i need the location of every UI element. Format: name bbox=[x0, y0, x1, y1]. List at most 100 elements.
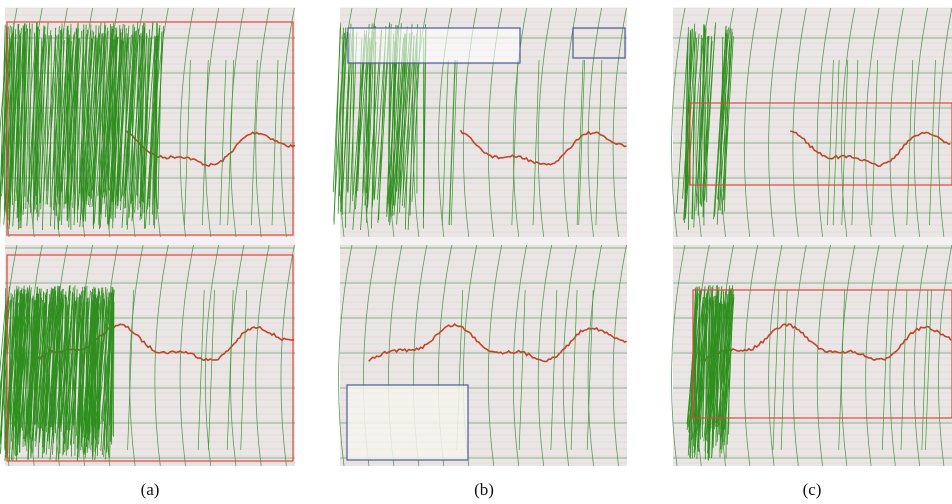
time-line bbox=[338, 244, 353, 467]
spike bbox=[99, 28, 113, 201]
spike bbox=[34, 22, 38, 210]
spike bbox=[700, 304, 703, 440]
spike bbox=[700, 24, 705, 206]
spike bbox=[51, 288, 64, 425]
spike bbox=[36, 22, 49, 214]
spike bbox=[127, 289, 134, 451]
spike bbox=[570, 289, 578, 451]
trace bbox=[700, 323, 952, 362]
time-line bbox=[612, 7, 627, 238]
spike bbox=[3, 34, 17, 225]
time-line bbox=[938, 7, 952, 238]
spike bbox=[518, 289, 526, 451]
spike bbox=[140, 23, 146, 210]
spike bbox=[100, 293, 110, 451]
spike bbox=[91, 294, 94, 438]
spike bbox=[720, 36, 724, 211]
spike bbox=[717, 302, 729, 435]
spike bbox=[723, 294, 735, 422]
spike bbox=[449, 59, 456, 226]
time-line bbox=[889, 7, 904, 238]
spike bbox=[713, 25, 727, 220]
spike bbox=[59, 41, 72, 192]
bounding-box bbox=[689, 102, 952, 186]
spike bbox=[66, 36, 77, 220]
spike bbox=[595, 59, 603, 226]
spike bbox=[45, 34, 59, 205]
spike bbox=[22, 295, 34, 431]
spike bbox=[93, 27, 108, 224]
spike bbox=[184, 59, 191, 226]
spike bbox=[95, 288, 108, 441]
spike bbox=[201, 59, 209, 226]
spike bbox=[586, 289, 594, 451]
time-line bbox=[129, 244, 144, 467]
time-line bbox=[255, 244, 270, 467]
time-line bbox=[204, 244, 220, 467]
spike bbox=[82, 24, 92, 221]
paper-gap bbox=[340, 237, 627, 245]
time-line bbox=[840, 7, 856, 238]
time-line bbox=[255, 7, 270, 238]
spike bbox=[707, 301, 715, 430]
spike bbox=[723, 27, 731, 212]
spike bbox=[197, 289, 205, 451]
time-line bbox=[865, 244, 880, 467]
spike bbox=[69, 293, 81, 431]
spike bbox=[929, 59, 936, 226]
spike bbox=[157, 31, 163, 210]
spike bbox=[83, 292, 93, 454]
spike bbox=[68, 22, 79, 228]
spike bbox=[707, 296, 715, 461]
spike bbox=[250, 59, 258, 226]
spike bbox=[715, 303, 725, 424]
spike bbox=[141, 36, 152, 197]
spike bbox=[108, 28, 122, 230]
spike bbox=[701, 286, 706, 438]
spike bbox=[780, 289, 788, 451]
spike bbox=[78, 303, 84, 458]
caption: (a) bbox=[141, 480, 160, 499]
time-line bbox=[512, 244, 528, 467]
spike bbox=[3, 32, 6, 211]
spike bbox=[827, 59, 834, 226]
spike bbox=[18, 297, 22, 434]
spike bbox=[20, 24, 28, 229]
spike bbox=[337, 33, 344, 214]
spike bbox=[0, 286, 10, 445]
trace bbox=[368, 323, 628, 363]
spike bbox=[711, 298, 717, 459]
spike bbox=[73, 27, 77, 214]
time-line bbox=[938, 244, 952, 467]
time-line bbox=[865, 7, 880, 238]
spike bbox=[332, 23, 342, 193]
time-line bbox=[743, 7, 759, 238]
spike bbox=[52, 286, 60, 455]
spike bbox=[532, 59, 540, 226]
spike bbox=[81, 286, 85, 425]
spike bbox=[676, 33, 689, 214]
mask bbox=[348, 28, 520, 63]
spike bbox=[82, 24, 85, 227]
bounding-box bbox=[572, 27, 626, 59]
spike bbox=[11, 289, 22, 425]
spike bbox=[12, 23, 19, 193]
spike bbox=[43, 301, 53, 424]
paper-gap bbox=[673, 237, 952, 245]
bounding-box bbox=[6, 21, 294, 236]
spike bbox=[227, 59, 235, 226]
time-line bbox=[671, 244, 686, 467]
spike bbox=[404, 35, 412, 230]
spike bbox=[389, 38, 404, 224]
spike bbox=[35, 38, 43, 191]
time-line bbox=[562, 7, 578, 238]
spike bbox=[104, 289, 111, 451]
spike bbox=[841, 59, 849, 226]
time-line bbox=[768, 7, 783, 238]
time-line bbox=[768, 244, 783, 467]
spike bbox=[13, 287, 23, 429]
spike bbox=[124, 22, 139, 202]
spike bbox=[12, 292, 17, 433]
time-line bbox=[179, 244, 194, 467]
